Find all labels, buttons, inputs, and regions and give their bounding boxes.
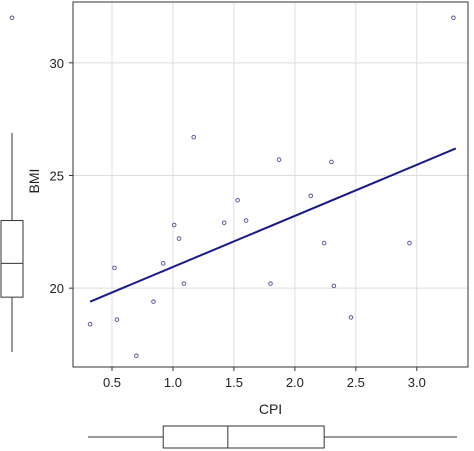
data-points — [87, 15, 456, 359]
data-point — [235, 197, 240, 203]
data-point — [329, 159, 334, 165]
x-axis: 0.5 1.0 1.5 2.0 2.5 3.0 — [103, 367, 426, 390]
data-point — [171, 222, 177, 228]
data-point — [276, 157, 282, 163]
x-tick-label: 0.5 — [103, 375, 121, 390]
data-point — [321, 240, 327, 246]
data-point — [181, 281, 187, 286]
y-marginal-boxplot — [0, 15, 24, 352]
x-tick-label: 2.0 — [286, 375, 304, 390]
x-axis-title: CPI — [259, 401, 282, 417]
data-point — [348, 315, 354, 320]
y-axis: 20 25 30 — [50, 56, 73, 296]
x-marginal-boxplot — [88, 425, 457, 449]
x-tick-label: 1.5 — [225, 375, 243, 390]
plot-area — [72, 1, 469, 368]
data-point — [134, 353, 139, 359]
data-point — [308, 193, 314, 199]
data-point — [151, 299, 156, 304]
data-point — [114, 317, 120, 322]
x-tick-label: 1.0 — [164, 375, 182, 390]
y-boxplot-outlier — [9, 15, 15, 21]
data-point — [451, 15, 456, 21]
data-point — [243, 218, 249, 223]
regression-line — [89, 147, 457, 303]
data-point — [112, 265, 117, 271]
data-point — [87, 321, 93, 327]
y-boxplot-box — [0, 220, 24, 298]
data-point — [191, 134, 196, 140]
x-boxplot-box — [162, 425, 325, 449]
y-tick-label: 25 — [50, 168, 64, 183]
y-tick-label: 20 — [50, 281, 64, 296]
grid-lines — [73, 2, 468, 367]
x-tick-label: 3.0 — [408, 375, 426, 390]
data-point — [221, 220, 227, 226]
y-tick-label: 30 — [50, 56, 64, 71]
x-tick-label: 2.5 — [347, 375, 365, 390]
data-point — [176, 236, 182, 241]
data-point — [160, 261, 166, 266]
data-point — [407, 240, 412, 246]
data-point — [268, 281, 273, 286]
data-point — [331, 283, 337, 289]
y-axis-title: BMI — [26, 169, 42, 194]
